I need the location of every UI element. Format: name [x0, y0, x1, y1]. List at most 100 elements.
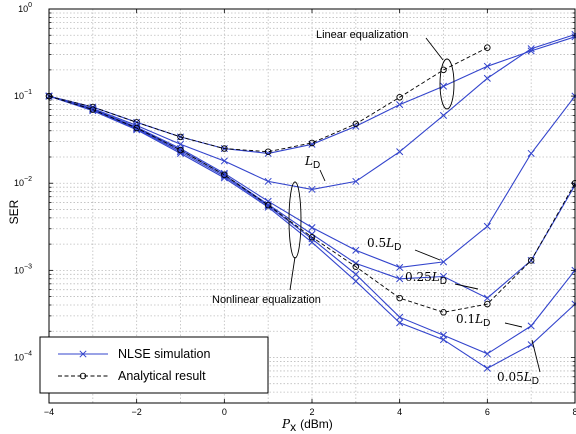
data-point-x-marker: [352, 277, 360, 285]
data-point-x-marker: [483, 364, 491, 372]
data-point-circle-marker: [133, 124, 140, 132]
data-point-x-marker: [352, 259, 360, 267]
data-point-x-marker: [396, 319, 404, 327]
data-point-circle-marker: [264, 148, 272, 155]
y-axis-label: SER: [7, 199, 21, 224]
data-point-x-marker: [439, 82, 448, 90]
data-point-x-marker: [352, 246, 360, 254]
x-tick-label: 8: [572, 407, 576, 417]
data-point-x-marker: [220, 172, 228, 180]
data-point-x-marker: [439, 111, 448, 119]
data-point-circle-marker: [484, 44, 491, 51]
data-point-x-marker: [308, 185, 316, 193]
y-tick-label: 10−2: [14, 176, 32, 188]
legend-sim-sample: [58, 350, 108, 358]
data-point-x-marker: [264, 177, 272, 185]
series-layer: [45, 30, 576, 372]
x-tick-label: 4: [397, 407, 402, 417]
series-0.1LD: [45, 92, 576, 358]
data-point-circle-marker: [177, 133, 184, 141]
series-nonlinear-analytical: [45, 92, 576, 316]
data-point-x-marker: [527, 47, 535, 55]
data-point-circle-marker: [396, 294, 403, 302]
curve-label-pointer: [319, 169, 326, 182]
data-point-x-marker: [483, 222, 491, 230]
y-tick-label: 10−1: [14, 89, 32, 101]
curve-label-pointer: [414, 249, 441, 261]
data-point-circle-marker: [352, 263, 360, 270]
series-line: [48, 95, 576, 355]
x-tick-label: −2: [132, 407, 142, 417]
legend-analytical-sample: [58, 372, 108, 380]
data-point-x-marker: [176, 148, 185, 156]
data-point-x-marker: [483, 350, 491, 358]
curve-label: 0.25LD: [405, 270, 447, 287]
data-point-x-marker: [352, 270, 360, 278]
x-tick-label: 2: [309, 407, 314, 417]
x-axis-label-sub: x: [290, 420, 296, 434]
legend-sim-label: NLSE simulation: [118, 347, 210, 361]
series-0.5LD: [45, 92, 576, 271]
curve-label: 0.05LD: [497, 370, 539, 387]
data-point-x-marker: [396, 263, 404, 271]
grid: [49, 9, 575, 404]
data-point-circle-marker: [308, 233, 316, 241]
curve-label: LD: [304, 154, 320, 171]
x-axis-label-symbol: P: [281, 417, 291, 431]
data-point-x-marker: [439, 272, 448, 281]
curve-label: 0.1LD: [456, 312, 490, 329]
data-point-x-marker: [79, 350, 87, 358]
legend: NLSE simulation Analytical result: [39, 336, 269, 394]
data-point-x-marker: [89, 107, 97, 115]
y-tick-label: 100: [18, 2, 32, 14]
data-point-x-marker: [527, 45, 535, 53]
data-point-circle-marker: [440, 66, 447, 74]
legend-box: [39, 336, 269, 394]
svg-text:Px(dBm): Px (dBm): [281, 417, 333, 434]
data-point-x-marker: [439, 336, 448, 344]
data-point-x-marker: [220, 157, 228, 165]
data-point-circle-marker: [221, 145, 228, 152]
curve-label-pointer: [454, 283, 479, 290]
data-point-circle-marker: [221, 171, 228, 179]
data-point-x-marker: [133, 126, 141, 134]
data-point-x-marker: [483, 74, 491, 82]
data-point-circle-marker: [352, 120, 360, 128]
series-line: [48, 95, 576, 313]
curve-label-pointer: [531, 339, 541, 373]
x-axis-label: Px (dBm): [281, 417, 333, 434]
nonlinear-pointer: [289, 256, 296, 291]
data-point-circle-marker: [440, 309, 447, 316]
data-point-x-marker: [396, 101, 404, 109]
data-point-x-marker: [483, 294, 491, 302]
linear-pointer: [425, 37, 444, 61]
data-point-x-marker: [527, 322, 535, 330]
curve-label-pointer: [504, 322, 523, 328]
data-point-x-marker: [264, 203, 272, 211]
data-point-x-marker: [396, 148, 404, 156]
data-point-circle-marker: [484, 300, 491, 308]
data-point-circle-marker: [79, 372, 87, 380]
legend-analytical-label: Analytical result: [118, 369, 206, 383]
x-axis-label-unit: (dBm): [300, 417, 333, 431]
y-tick-label: 10−3: [14, 263, 32, 275]
curve-label: 0.5LD: [367, 236, 401, 253]
data-point-x-marker: [396, 313, 404, 321]
linear-group-ellipse: [439, 58, 455, 110]
data-point-x-marker: [352, 177, 360, 185]
data-point-circle-marker: [177, 146, 184, 154]
x-tick-label: −4: [44, 407, 54, 417]
series-line: [48, 95, 576, 369]
data-point-circle-marker: [396, 94, 403, 101]
data-point-x-marker: [396, 275, 404, 283]
data-point-x-marker: [483, 62, 491, 70]
series-0.05LD: [45, 92, 576, 372]
data-point-circle-marker: [527, 257, 535, 264]
data-point-x-marker: [527, 149, 535, 157]
data-point-circle-marker: [308, 139, 316, 147]
series-linear-analytical: [45, 44, 491, 155]
series-LD: [45, 30, 576, 193]
data-point-x-marker: [308, 223, 316, 232]
data-point-x-marker: [308, 238, 316, 246]
